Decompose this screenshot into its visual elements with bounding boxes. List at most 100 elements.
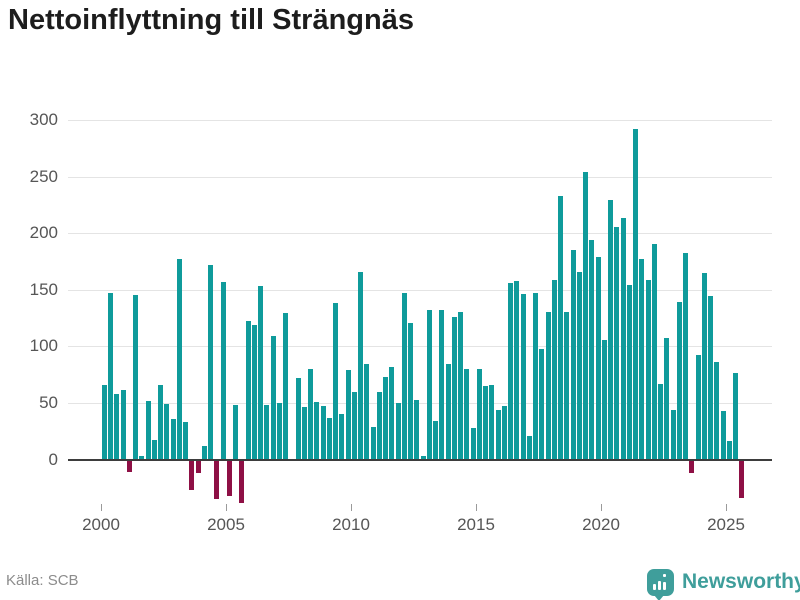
- x-axis-tick-label: 2010: [332, 515, 370, 534]
- bar: [376, 391, 382, 460]
- bar: [570, 250, 576, 460]
- bar: [433, 421, 439, 460]
- bar: [514, 280, 520, 460]
- bar: [320, 406, 326, 460]
- bar: [558, 195, 564, 460]
- bar: [383, 376, 389, 460]
- bar: [626, 285, 632, 460]
- bar: [495, 409, 501, 460]
- x-axis-tick: [226, 504, 227, 511]
- bar: [401, 293, 407, 460]
- bar: [708, 296, 714, 460]
- bar: [726, 441, 732, 460]
- bar: [208, 264, 214, 460]
- y-axis-tick-label: 0: [48, 449, 58, 469]
- bar: [695, 355, 701, 460]
- bar: [239, 459, 245, 503]
- bar: [283, 313, 289, 460]
- bar: [445, 364, 451, 460]
- bar: [714, 362, 720, 460]
- x-axis-tick-label: 2020: [582, 515, 620, 534]
- bar: [470, 427, 476, 460]
- bar: [620, 218, 626, 460]
- bar: [139, 456, 145, 460]
- bar: [633, 128, 639, 460]
- bar: [608, 200, 614, 460]
- gridline: [68, 176, 772, 178]
- x-axis-tick: [601, 504, 602, 511]
- bar: [358, 271, 364, 460]
- y-axis-tick-label: 150: [29, 279, 58, 299]
- bar: [564, 312, 570, 460]
- bar: [276, 402, 282, 460]
- bar: [258, 286, 264, 460]
- bar: [345, 370, 351, 460]
- brand-name: Newsworthy: [682, 570, 800, 593]
- bar: [114, 393, 120, 460]
- bar: [120, 390, 126, 460]
- bar: [101, 384, 107, 460]
- bar: [408, 322, 414, 460]
- bar: [489, 384, 495, 460]
- bar: [533, 293, 539, 460]
- bar: [295, 377, 301, 460]
- bar: [176, 259, 182, 460]
- bar: [326, 417, 332, 460]
- bar: [576, 271, 582, 460]
- x-axis-tick-label: 2025: [707, 515, 745, 534]
- bar: [426, 310, 432, 460]
- bar: [133, 295, 139, 460]
- bar: [245, 321, 251, 460]
- bar: [226, 459, 232, 496]
- bar: [720, 410, 726, 460]
- x-axis-tick: [351, 504, 352, 511]
- bar: [251, 324, 257, 460]
- bar: [126, 459, 132, 472]
- bar: [170, 418, 176, 460]
- gridline: [68, 289, 772, 291]
- y-axis-tick-label: 50: [39, 392, 58, 412]
- bar: [183, 422, 189, 460]
- y-axis-tick-label: 300: [29, 109, 58, 129]
- x-axis-tick: [726, 504, 727, 511]
- bar: [195, 459, 201, 474]
- bar: [308, 368, 314, 460]
- gridline: [68, 233, 772, 235]
- newsworthy-logo-icon: [647, 569, 674, 596]
- bar: [451, 316, 457, 460]
- gridline: [68, 346, 772, 348]
- bar: [364, 364, 370, 460]
- bar: [670, 409, 676, 460]
- bar: [458, 312, 464, 460]
- bar: [314, 401, 320, 460]
- bar: [520, 294, 526, 460]
- bar: [664, 338, 670, 460]
- bar: [464, 368, 470, 460]
- bar: [145, 400, 151, 460]
- bar: [201, 445, 207, 460]
- y-axis-tick-label: 100: [29, 336, 58, 356]
- bar: [189, 459, 195, 491]
- x-axis-tick: [101, 504, 102, 511]
- bar: [701, 272, 707, 460]
- bar: [370, 426, 376, 460]
- bar: [639, 259, 645, 460]
- bar: [301, 407, 307, 460]
- bar: [739, 459, 745, 498]
- bar: [214, 459, 220, 500]
- bar: [645, 279, 651, 460]
- gridline: [68, 119, 772, 121]
- bar: [683, 253, 689, 460]
- bar: [508, 282, 514, 460]
- bar: [676, 302, 682, 460]
- bar: [551, 279, 557, 460]
- bar: [595, 256, 601, 460]
- y-axis-tick-label: 250: [29, 166, 58, 186]
- source-note: Källa: SCB: [6, 572, 79, 589]
- gridline: [68, 402, 772, 404]
- bar: [164, 404, 170, 460]
- bar: [389, 366, 395, 460]
- chart-title: Nettoinflyttning till Strängnäs: [8, 4, 414, 36]
- bar: [339, 414, 345, 460]
